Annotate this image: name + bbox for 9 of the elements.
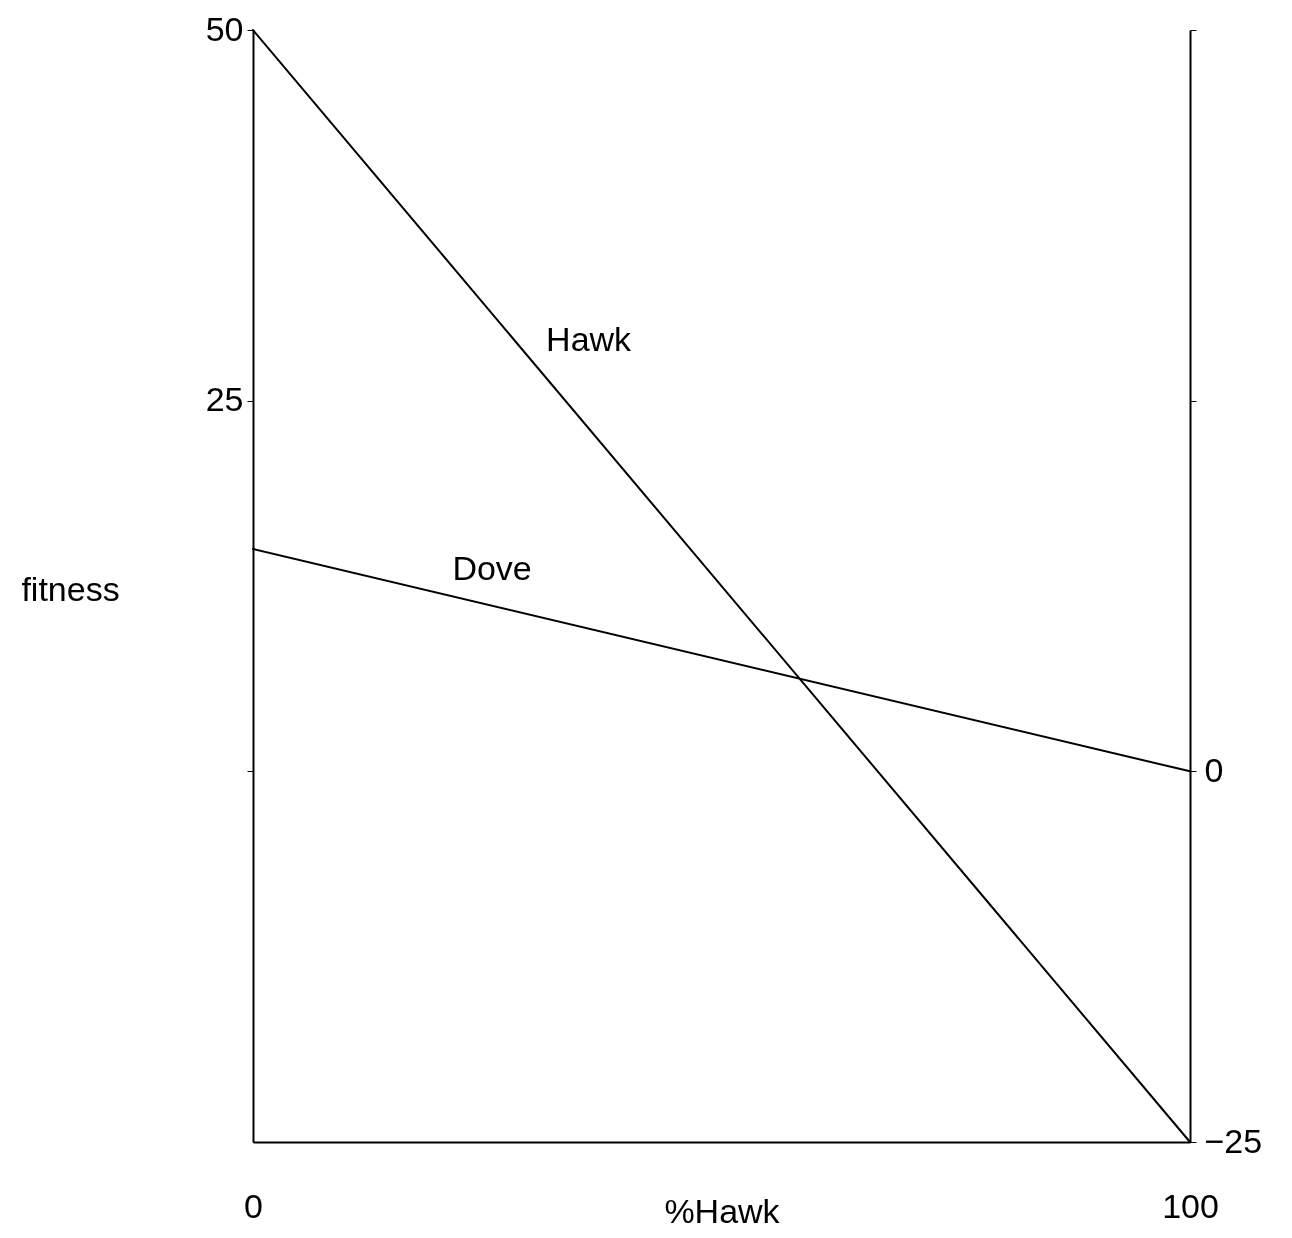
y-axis-title: fitness [21,569,120,608]
series-label: Hawk [546,319,633,358]
series-label: Dove [452,549,532,588]
y-tick-label: 50 [205,9,244,48]
y2-tick-label: −25 [1204,1121,1263,1160]
x-axis-title: %Hawk [664,1191,781,1230]
y-tick-label: 25 [205,380,244,419]
y2-tick-label: 0 [1204,750,1224,789]
x-tick-label: 100 [1162,1186,1219,1225]
